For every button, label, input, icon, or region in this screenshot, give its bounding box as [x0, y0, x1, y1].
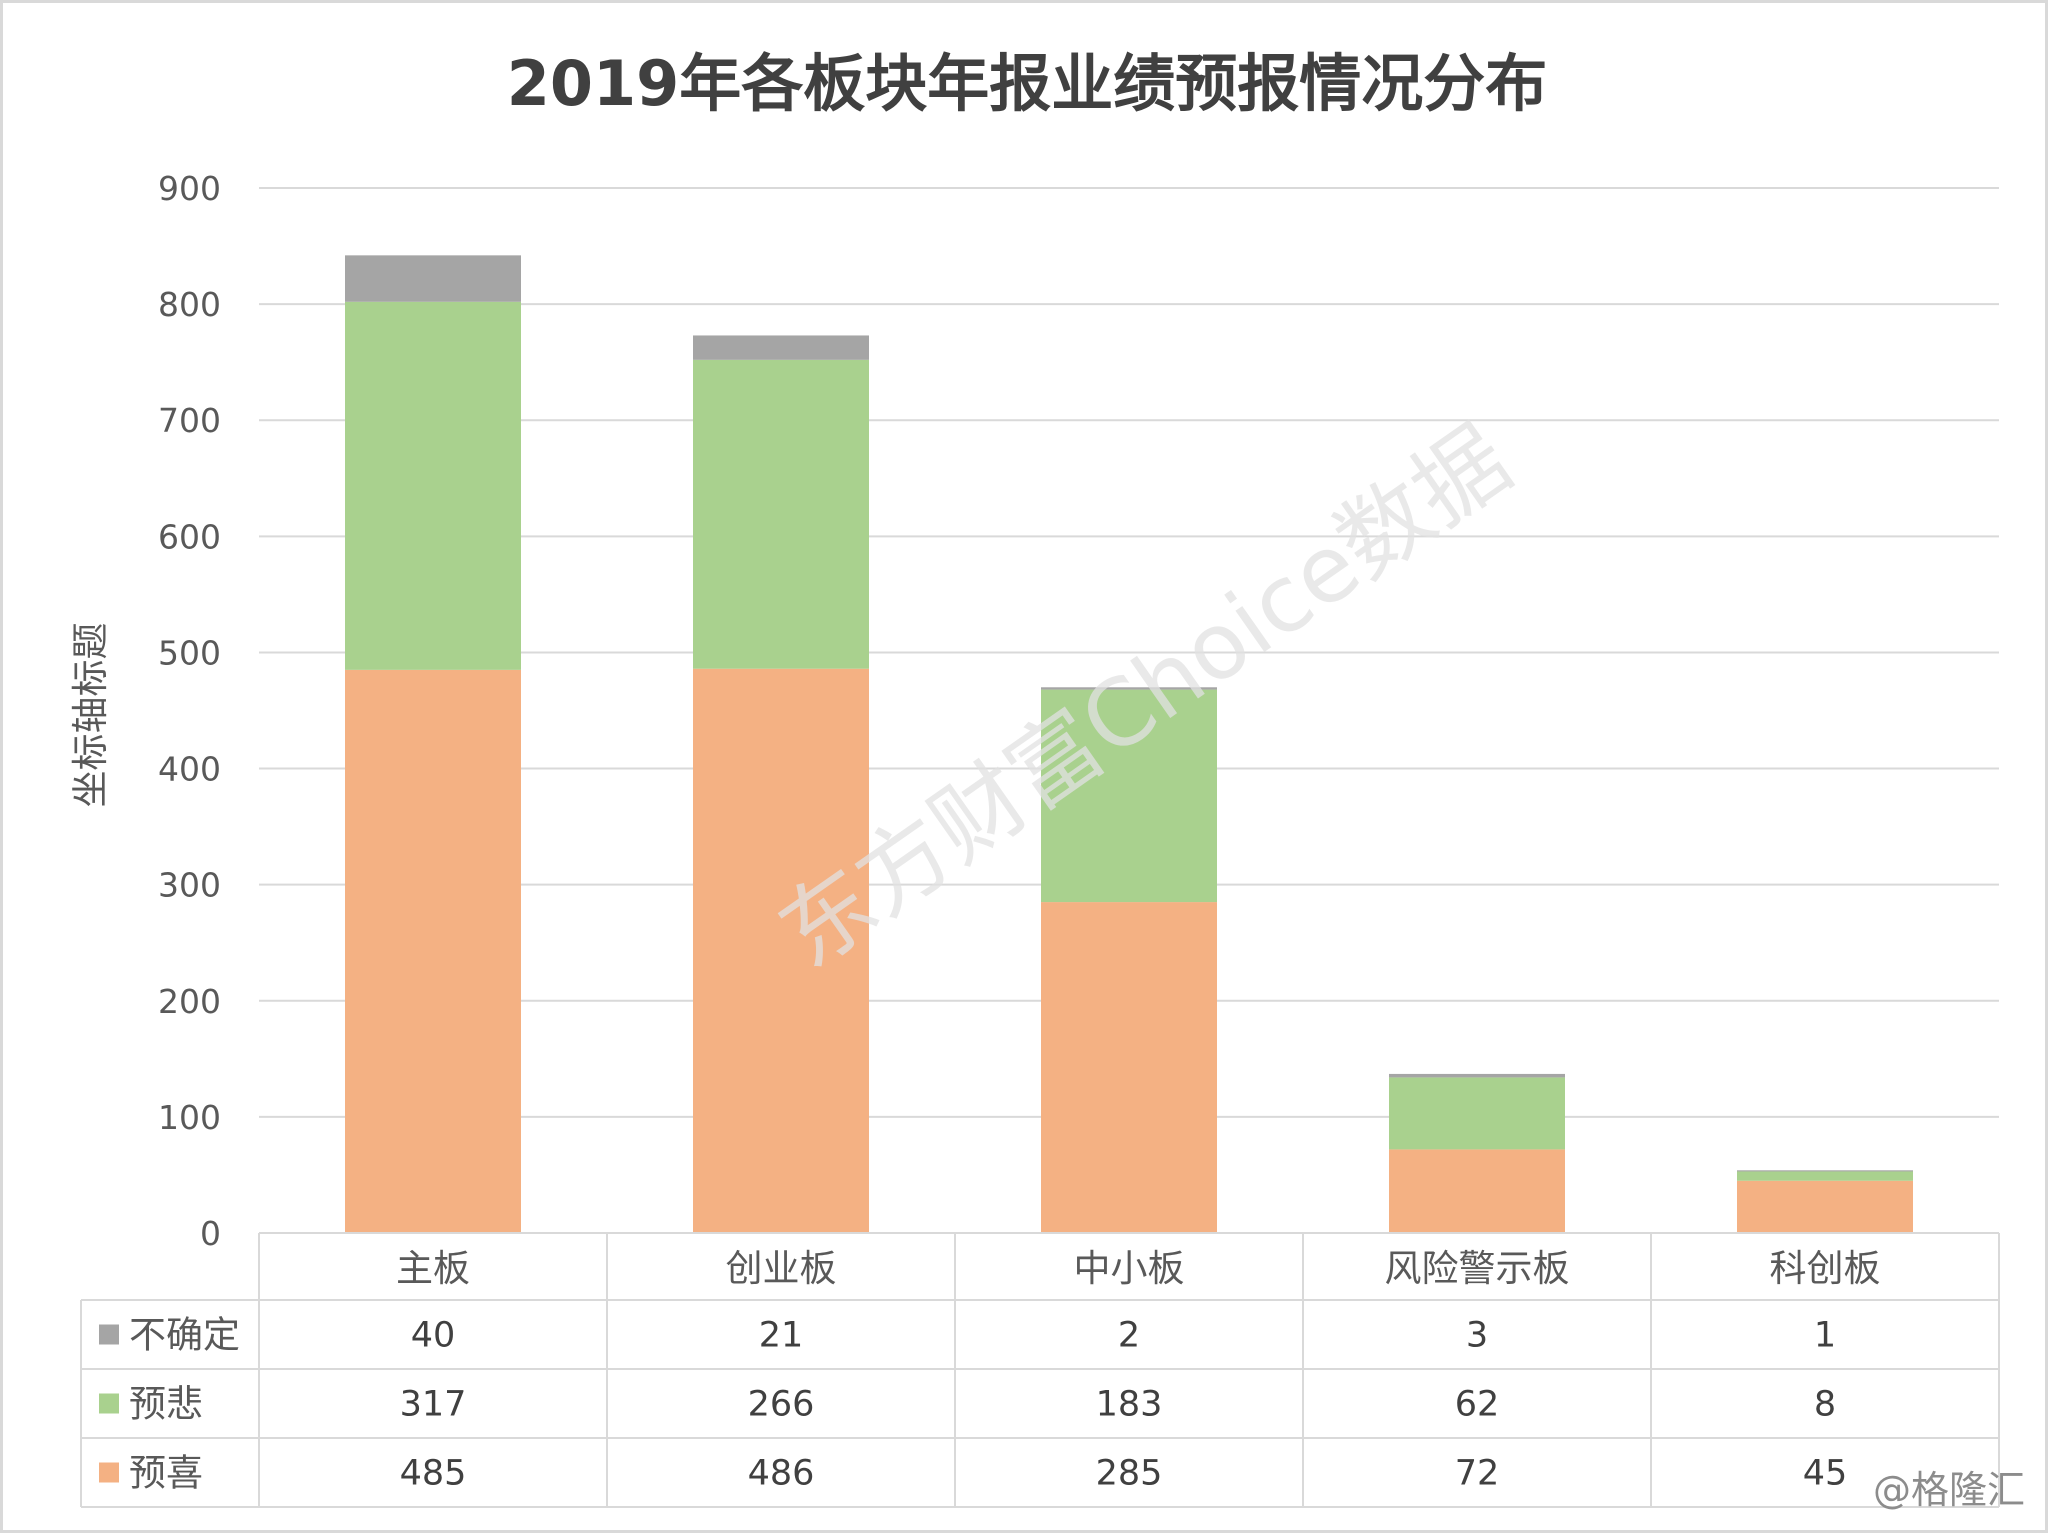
x-category-label: 主板 — [396, 1247, 470, 1290]
legend-swatch — [99, 1324, 119, 1345]
x-category-label: 创业板 — [726, 1247, 837, 1290]
y-tick-label: 300 — [158, 866, 221, 905]
y-tick-label: 700 — [158, 401, 221, 440]
y-tick-label: 0 — [200, 1214, 221, 1253]
table-cell-value: 486 — [748, 1454, 815, 1494]
y-axis-ticks: 0 100 200 300 400 500 600 700 800 900 — [158, 169, 221, 1253]
bar-segment — [1389, 1073, 1565, 1078]
y-axis-label: 坐标轴标题 — [69, 623, 112, 808]
bar-segment — [1041, 687, 1217, 690]
x-category-label: 科创板 — [1770, 1247, 1881, 1290]
bar-segment — [1389, 1149, 1565, 1233]
table-cell-value: 21 — [759, 1316, 804, 1356]
y-tick-label: 600 — [158, 517, 221, 556]
y-tick-label: 200 — [158, 982, 221, 1021]
table-cell-value: 285 — [1096, 1454, 1163, 1494]
table-cell-value: 40 — [411, 1316, 456, 1356]
legend-swatch — [99, 1393, 119, 1414]
bar-segment — [1737, 1171, 1913, 1181]
bar-segment — [345, 669, 521, 1233]
table-cell-value: 62 — [1455, 1385, 1500, 1425]
legend-swatch — [99, 1462, 119, 1483]
table-cell-value: 2 — [1118, 1316, 1140, 1356]
legend-label: 预悲 — [129, 1383, 203, 1426]
table-cell-value: 317 — [400, 1385, 467, 1425]
legend-label: 不确定 — [129, 1314, 240, 1357]
bar-segment — [693, 359, 869, 669]
table-cell-value: 72 — [1455, 1454, 1500, 1494]
y-tick-label: 400 — [158, 750, 221, 789]
table-cell-value: 183 — [1096, 1385, 1163, 1425]
bar-segment — [1041, 902, 1217, 1233]
bar-segment — [1389, 1077, 1565, 1150]
table-cell-value: 45 — [1803, 1454, 1848, 1494]
table-cell-value: 266 — [748, 1385, 815, 1425]
bar-segment — [693, 335, 869, 360]
y-tick-label: 500 — [158, 633, 221, 672]
bar-segment — [693, 668, 869, 1233]
table-cell-value: 8 — [1814, 1385, 1836, 1425]
chart-svg: 0 100 200 300 400 500 600 700 800 900 主板 创业板 中小板 风险警… — [69, 47, 2025, 1512]
y-tick-label: 900 — [158, 169, 221, 208]
y-tick-label: 100 — [158, 1098, 221, 1137]
legend-label: 预喜 — [129, 1452, 203, 1495]
y-tick-label: 800 — [158, 285, 221, 324]
chart-title: 2019年各板块年报业绩预报情况分布 — [507, 47, 1548, 120]
bar-segment — [345, 301, 521, 670]
bar-segment — [1737, 1180, 1913, 1233]
table-cell-value: 3 — [1466, 1316, 1488, 1356]
bars — [345, 255, 1913, 1233]
gridlines — [259, 187, 1999, 1118]
bar-segment — [1737, 1170, 1913, 1172]
table-cell-value: 485 — [400, 1454, 467, 1494]
x-category-label: 风险警示板 — [1385, 1247, 1570, 1290]
x-category-label: 中小板 — [1074, 1247, 1185, 1290]
bar-segment — [345, 255, 521, 302]
credit-label: @格隆汇 — [1873, 1468, 2025, 1512]
table-cell-value: 1 — [1814, 1316, 1836, 1356]
bar-segment — [1041, 689, 1217, 903]
